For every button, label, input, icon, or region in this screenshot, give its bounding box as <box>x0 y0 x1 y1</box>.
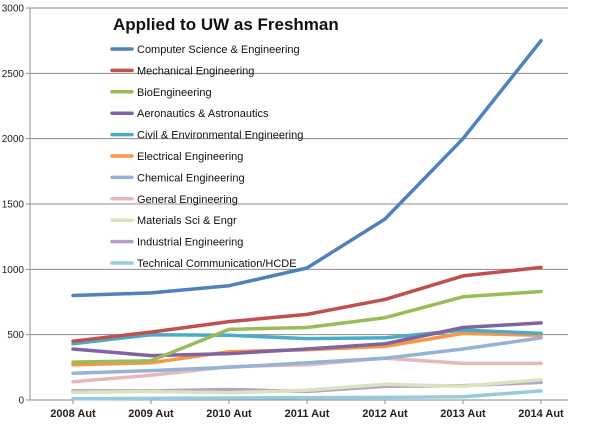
x-tick-label: 2011 Aut <box>285 408 330 420</box>
x-axis: 2008 Aut 2009 Aut 2010 Aut 2011 Aut 2012 Aut… <box>50 400 564 420</box>
x-tick-label: 2012 Aut <box>362 408 408 420</box>
series-line-bioengineering <box>71 289 543 364</box>
legend-label-materials-sci-engr: Materials Sci & Engr <box>137 215 237 227</box>
x-tick-label: 2008 Aut <box>50 408 96 420</box>
chart-title: Applied to UW as Freshman <box>113 15 339 34</box>
legend-label-bioengineering: BioEngineering <box>137 87 212 99</box>
y-tick-label: 0 <box>18 396 24 407</box>
legend-label-industrial-engineering: Industrial Engineering <box>137 237 243 249</box>
series-line-mechanical-engineering <box>71 265 543 343</box>
y-tick-label: 2500 <box>2 69 25 80</box>
series-line-civil-environmental-engineering <box>71 328 543 346</box>
legend-label-mechanical-engineering: Mechanical Engineering <box>137 65 254 77</box>
series-line-general-engineering <box>71 356 543 384</box>
y-tick-label: 500 <box>7 330 24 341</box>
gridlines <box>30 7 568 401</box>
legend-label-computer-science-engineering: Computer Science & Engineering <box>137 44 300 56</box>
legend-label-technical-communication-hcde: Technical Communication/HCDE <box>137 258 297 270</box>
x-tick-label: 2013 Aut <box>440 408 486 420</box>
y-axis: 0 500 1000 1500 2000 2500 3000 <box>2 4 31 407</box>
series-line-aeronautics-astronautics <box>71 321 543 358</box>
y-tick-label: 3000 <box>2 4 25 15</box>
series-line-technical-communication-hcde <box>71 389 543 401</box>
y-tick-label: 2000 <box>2 134 25 145</box>
x-tick-label: 2009 Aut <box>128 408 174 420</box>
legend-label-electrical-engineering: Electrical Engineering <box>137 151 243 163</box>
series-line-computer-science-engineering <box>71 38 543 298</box>
legend-label-aeronautics-astronautics: Aeronautics & Astronautics <box>137 108 269 120</box>
x-tick-label: 2010 Aut <box>206 408 252 420</box>
y-tick-label: 1500 <box>2 200 25 211</box>
series-line-chemical-engineering <box>71 336 543 375</box>
y-tick-label: 1000 <box>2 265 25 276</box>
legend-label-general-engineering: General Engineering <box>137 194 238 206</box>
legend: Computer Science & Engineering Mechanical… <box>110 44 303 270</box>
x-tick-label: 2014 Aut <box>518 408 564 420</box>
series-line-materials-sci-engr <box>71 377 543 395</box>
legend-label-chemical-engineering: Chemical Engineering <box>137 172 245 184</box>
legend-label-civil-environmental-engineering: Civil & Environmental Engineering <box>137 130 303 142</box>
series-lines <box>71 38 543 401</box>
